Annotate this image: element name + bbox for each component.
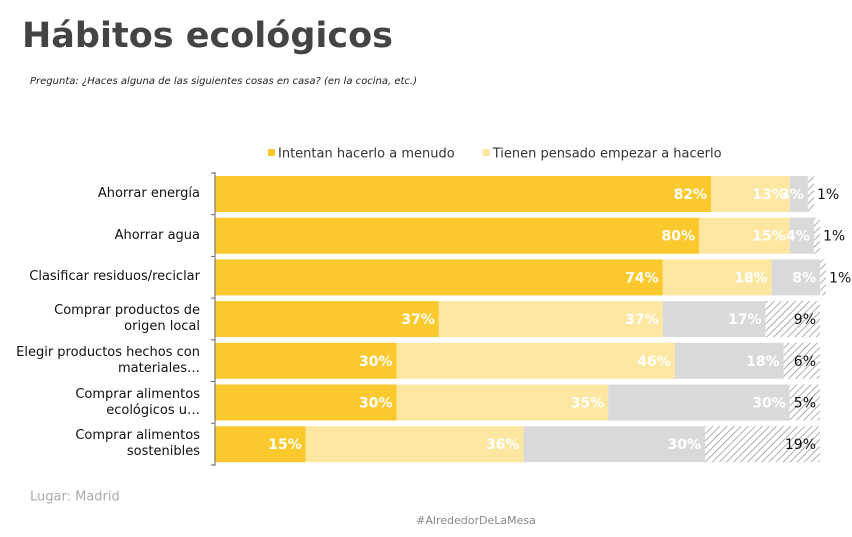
category-label: Clasificar residuos/reciclar bbox=[29, 269, 200, 285]
bar-segment bbox=[807, 176, 814, 212]
value-label: 82% bbox=[674, 187, 708, 203]
category-label: Ahorrar energía bbox=[97, 186, 200, 201]
bar-segment bbox=[771, 259, 820, 296]
bar-segment bbox=[215, 301, 439, 338]
bar-segment bbox=[608, 384, 790, 421]
bar-segment bbox=[705, 426, 820, 463]
value-label: 15% bbox=[268, 437, 302, 453]
value-label: 46% bbox=[637, 354, 671, 370]
value-label: 37% bbox=[625, 312, 659, 328]
value-label: 30% bbox=[359, 354, 393, 370]
category-label: Comprar alimentos sostenibles bbox=[75, 428, 200, 460]
chart-title: Hábitos ecológicos bbox=[22, 16, 393, 56]
bar-segment bbox=[215, 259, 663, 296]
value-label: 15% bbox=[752, 229, 786, 245]
value-label: 8% bbox=[792, 270, 816, 286]
value-label: 13% bbox=[752, 187, 786, 203]
chart-subtitle: Pregunta: ¿Haces alguna de las siguiente… bbox=[30, 76, 417, 87]
value-label: 1% bbox=[817, 187, 839, 203]
value-label: 4% bbox=[786, 229, 810, 245]
value-label: 3% bbox=[780, 187, 804, 203]
category-label: Comprar alimentos ecológicos u… bbox=[75, 386, 200, 418]
legend-swatch bbox=[268, 149, 275, 156]
value-label: 30% bbox=[359, 396, 393, 412]
value-label: 18% bbox=[734, 270, 768, 286]
bar-segment bbox=[662, 301, 766, 338]
source: Lugar: Madrid bbox=[30, 490, 120, 505]
bar-segment bbox=[789, 384, 820, 421]
bar-segment bbox=[711, 176, 790, 212]
bar-segment bbox=[699, 217, 790, 254]
legend-label: Intentan hacerlo a menudo bbox=[278, 147, 455, 162]
bar-segment bbox=[523, 426, 706, 463]
bar-segment bbox=[396, 384, 609, 421]
value-label: 19% bbox=[785, 437, 816, 453]
bar-segment bbox=[215, 176, 712, 212]
value-label: 9% bbox=[794, 312, 816, 328]
bar-segment bbox=[820, 259, 827, 296]
value-label: 1% bbox=[829, 270, 851, 286]
bar-segment bbox=[305, 426, 524, 463]
value-label: 74% bbox=[625, 270, 659, 286]
value-label: 6% bbox=[794, 354, 816, 370]
value-label: 35% bbox=[571, 396, 605, 412]
bar-segment bbox=[662, 259, 772, 296]
bar-segment bbox=[783, 342, 820, 379]
bar-segment bbox=[396, 342, 675, 379]
value-label: 17% bbox=[728, 312, 762, 328]
category-label: Elegir productos hechos con materiales… bbox=[16, 344, 200, 376]
bar-segment bbox=[813, 217, 820, 254]
category-label: Ahorrar agua bbox=[114, 227, 200, 243]
bar-segment bbox=[215, 342, 397, 379]
footer: #AlrededorDeLaMesa bbox=[416, 514, 536, 527]
value-label: 30% bbox=[752, 396, 786, 412]
legend-swatch bbox=[482, 149, 490, 156]
bar-segment bbox=[789, 176, 808, 212]
bar-segment bbox=[765, 301, 820, 338]
value-label: 37% bbox=[401, 312, 435, 328]
legend-label: Tienen pensado empezar a hacerlo bbox=[492, 147, 722, 162]
value-label: 80% bbox=[661, 229, 695, 245]
value-label: 18% bbox=[746, 354, 780, 370]
value-label: 1% bbox=[823, 229, 845, 245]
bar-segment bbox=[438, 301, 663, 338]
category-label: Comprar productos de origen local bbox=[54, 303, 200, 335]
bar-segment bbox=[215, 217, 699, 254]
bar-segment bbox=[674, 342, 784, 379]
bar-segment bbox=[215, 426, 306, 463]
bar-segment bbox=[789, 217, 814, 254]
bar-segment bbox=[215, 384, 397, 421]
value-label: 30% bbox=[668, 437, 702, 453]
value-label: 5% bbox=[794, 396, 816, 412]
value-label: 36% bbox=[486, 437, 520, 453]
